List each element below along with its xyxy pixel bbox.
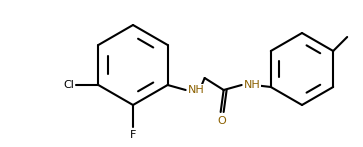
Text: NH: NH (244, 80, 260, 90)
Text: O: O (217, 116, 226, 126)
Text: F: F (130, 130, 136, 140)
Text: NH: NH (188, 85, 204, 95)
Text: Cl: Cl (64, 80, 74, 90)
